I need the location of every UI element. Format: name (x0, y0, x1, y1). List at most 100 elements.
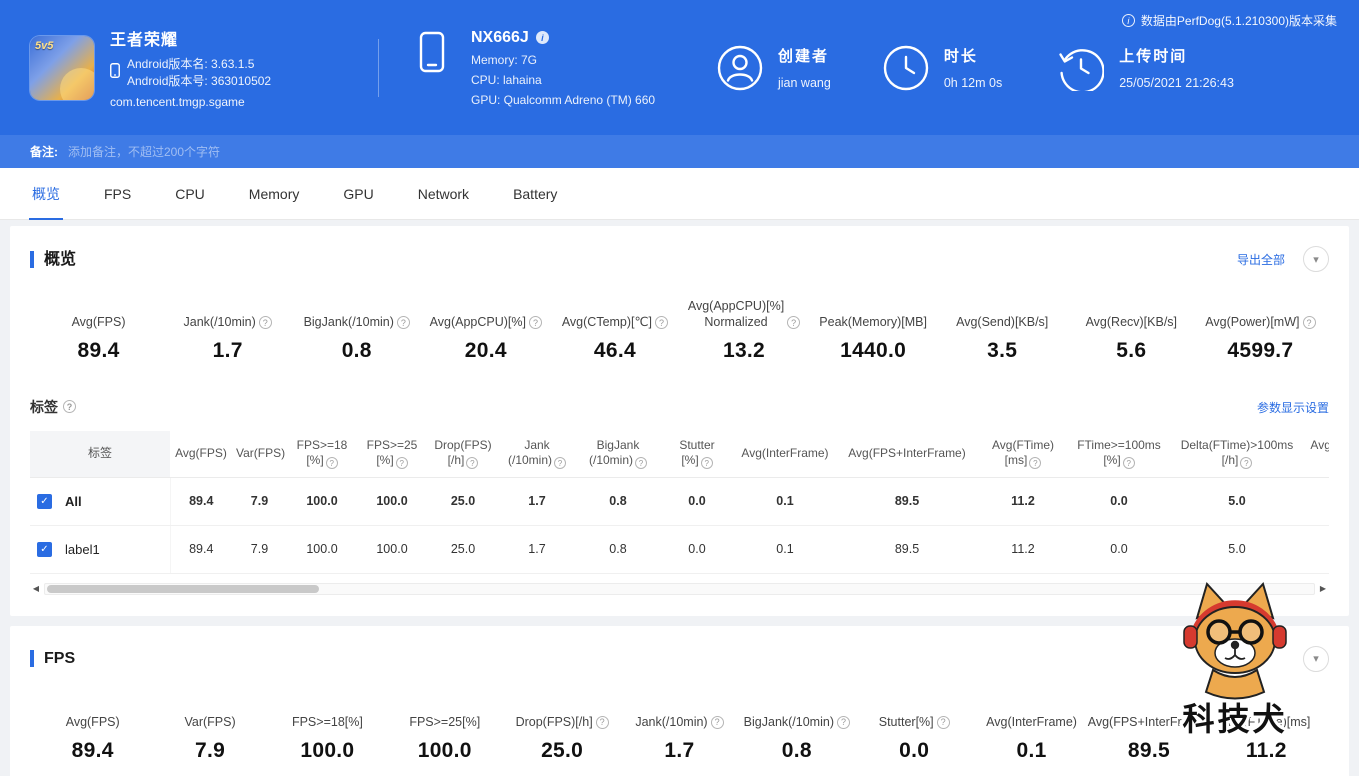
help-icon[interactable]: ? (1122, 457, 1135, 469)
help-icon[interactable]: ? (700, 457, 713, 469)
column-header: Avg(FPS+InterFrame) (837, 431, 977, 478)
note-label: 备注: (30, 145, 58, 159)
android-version-lines: Android版本名: 3.63.1.5 Android版本号: 3630105… (127, 56, 271, 90)
help-icon[interactable]: ? (635, 457, 647, 469)
help-icon[interactable]: ? (1240, 457, 1253, 469)
column-header: FPS>=18 [%]? (287, 431, 357, 478)
row-checkbox[interactable]: ✓ (37, 541, 52, 557)
report-header: i 数据由PerfDog(5.1.210300)版本采集 5v5 王者荣耀 An… (0, 0, 1359, 135)
help-icon[interactable]: ? (710, 715, 724, 729)
note-bar: 备注: (0, 135, 1359, 168)
metric: Stutter[%]? 0.0 (856, 698, 973, 763)
metric-label: Avg(FTime)[ms] (1222, 714, 1311, 729)
help-icon[interactable]: ? (837, 715, 850, 729)
metric-value: 0.0 (899, 738, 930, 762)
help-icon[interactable]: ? (936, 715, 950, 729)
metric-label: Avg(FPS) (71, 315, 126, 329)
table-cell: 20.4 (1305, 525, 1329, 574)
table-cell: 0.1 (733, 477, 837, 526)
help-icon[interactable]: ? (63, 400, 76, 413)
table-cell: 100.0 (357, 525, 427, 574)
metric: Drop(FPS)[/h]? 25.0 (503, 698, 620, 763)
metric-label: Avg(FPS) (65, 714, 120, 729)
scrollbar-thumb[interactable] (47, 584, 319, 593)
data-source-text: 数据由PerfDog(5.1.210300)版本采集 (1140, 14, 1337, 28)
metric: FPS>=25[%] 100.0 (386, 698, 503, 763)
labels-title: 标签 (30, 399, 58, 415)
export-all-link[interactable]: 导出全部 (1236, 252, 1285, 267)
creator-block: 创建者 jian wang (717, 45, 831, 91)
table-cell: 7.9 (232, 525, 287, 574)
metric: Avg(FTime)[ms] 11.2 (1208, 698, 1325, 763)
metric-value: 0.8 (341, 339, 372, 362)
column-header: Delta(FTime)>100ms [/h]? (1169, 431, 1305, 478)
help-icon[interactable]: ? (325, 457, 338, 469)
metric-value: 0.1 (1016, 738, 1047, 762)
note-input[interactable] (68, 144, 1329, 159)
table-cell: 89.4 (170, 525, 232, 574)
mini-phone-icon (110, 63, 120, 83)
upload-time-label: 上传时间 (1119, 47, 1188, 65)
metric-value: 89.4 (77, 339, 120, 362)
help-icon[interactable]: ? (258, 316, 272, 329)
creator-person-icon (717, 45, 763, 91)
tab-memory[interactable]: Memory (248, 185, 300, 202)
tab-battery[interactable]: Battery (513, 185, 558, 202)
fps-collapse-toggle[interactable]: ▾ (1303, 645, 1329, 672)
label-column-header: 标签 (30, 431, 170, 478)
device-gpu: GPU: Qualcomm Adreno (TM) 660 (471, 92, 656, 107)
table-cell: 5.0 (1169, 477, 1305, 526)
metric-value: 11.2 (1245, 738, 1287, 762)
column-header: Var(FPS) (232, 431, 287, 478)
overview-collapse-toggle[interactable]: ▾ (1303, 246, 1329, 272)
param-display-settings-link[interactable]: 参数显示设置 (1256, 400, 1329, 415)
help-icon[interactable]: ? (396, 316, 410, 329)
metric: Var(FPS) 7.9 (151, 698, 268, 763)
metric-label: Avg(AppCPU)[%] Normalized (687, 299, 785, 329)
help-icon[interactable]: ? (1302, 316, 1316, 329)
table-cell: 0.8 (575, 477, 661, 526)
metric-label: Stutter[%] (878, 714, 934, 729)
tab-gpu[interactable]: GPU (343, 185, 374, 202)
help-icon[interactable]: ? (655, 316, 669, 329)
metric-value: 100.0 (417, 738, 472, 762)
column-header: FPS>=25 [%]? (357, 431, 427, 478)
device-model: NX666J (471, 28, 529, 46)
tab-overview[interactable]: 概览 (29, 168, 63, 220)
metric: Avg(FPS) 89.4 (34, 698, 151, 763)
metric-value: 46.4 (593, 339, 636, 362)
column-header: Avg(FPS) (170, 431, 232, 478)
help-icon[interactable]: ? (1029, 457, 1042, 469)
metric: Jank(/10min)? 1.7 (163, 298, 292, 363)
metric: Avg(FPS) 89.4 (34, 298, 163, 363)
help-icon[interactable]: ? (595, 715, 609, 729)
tab-fps[interactable]: FPS (104, 185, 132, 202)
tab-cpu[interactable]: CPU (175, 185, 205, 202)
scrollbar-track[interactable] (44, 582, 1315, 595)
table-row: ✓ All 89.4 7.9 100.0 100.0 25.0 1.7 0.8 0.0 0.1 89.… (30, 477, 1329, 526)
column-header: BigJank (/10min)? (575, 431, 661, 478)
metric-label: FPS>=25[%] (409, 714, 481, 729)
column-header: Stutter [%]? (661, 431, 733, 478)
tab-network[interactable]: Network (417, 185, 470, 202)
row-checkbox[interactable]: ✓ (37, 493, 52, 509)
device-info-icon[interactable]: i (535, 31, 549, 44)
package-name: com.tencent.tmgp.sgame (110, 95, 245, 109)
metric: FPS>=18[%] 100.0 (269, 698, 386, 763)
metric: BigJank(/10min)? 0.8 (292, 298, 421, 363)
scroll-right-arrow[interactable]: ▶ (1319, 584, 1327, 593)
help-icon[interactable]: ? (554, 457, 566, 469)
scroll-left-arrow[interactable]: ◀ (32, 584, 40, 593)
column-header: FTime>=100ms [%]? (1069, 431, 1169, 478)
help-icon[interactable]: ? (395, 457, 408, 469)
table-cell: 11.2 (977, 477, 1069, 526)
help-icon[interactable]: ? (529, 316, 542, 329)
fps-card: FPS ▾ Avg(FPS) 89.4 Var(FPS) 7.9 FPS>=18[%] 1… (10, 625, 1349, 776)
row-label: All (65, 493, 82, 509)
metric: Avg(FPS+InterFrame) 89.5 (1088, 698, 1210, 763)
duration-block: 时长 0h 12m 0s (883, 45, 1002, 91)
help-icon[interactable]: ? (466, 457, 479, 469)
help-icon[interactable]: ? (787, 316, 801, 329)
upload-time-block: 上传时间 25/05/2021 21:26:43 (1058, 45, 1234, 93)
metric-label: BigJank(/10min) (303, 315, 394, 329)
